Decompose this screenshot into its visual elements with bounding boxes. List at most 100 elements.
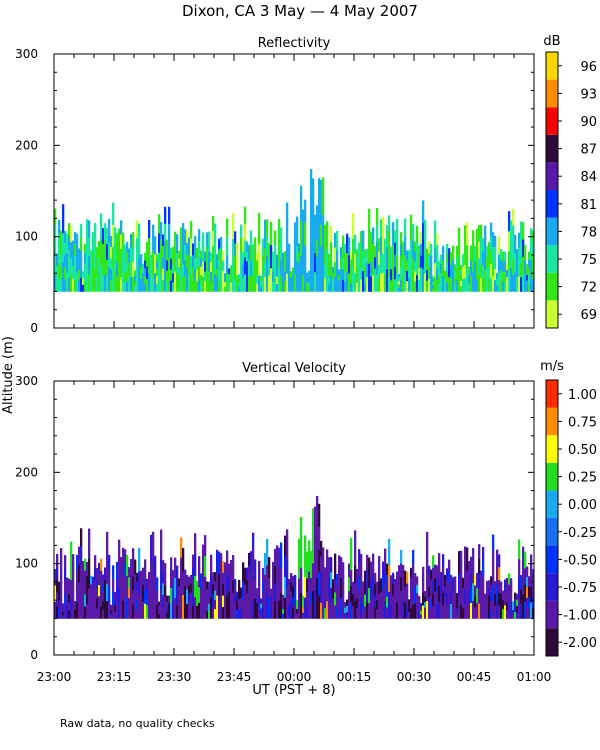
data-cell — [432, 275, 435, 280]
data-cell — [524, 275, 527, 292]
colorbar-label: 84 — [580, 170, 597, 185]
data-cell — [420, 603, 423, 608]
data-cell — [124, 253, 127, 264]
data-cell — [506, 262, 509, 271]
data-cell — [456, 245, 459, 258]
data-cell — [406, 583, 409, 596]
data-cell — [440, 254, 443, 265]
data-cell — [426, 248, 429, 260]
data-cell — [58, 277, 61, 292]
data-cell — [502, 609, 505, 619]
data-cell — [320, 540, 323, 557]
figure-title: Dixon, CA 3 May — 4 May 2007 — [182, 2, 418, 20]
data-cell — [316, 495, 319, 538]
data-cell — [120, 556, 123, 570]
data-cell — [138, 274, 141, 292]
data-cell — [124, 272, 127, 283]
data-cell — [520, 221, 523, 236]
data-cell — [520, 263, 523, 278]
data-cell — [372, 575, 375, 598]
data-cell — [498, 592, 501, 606]
data-cell — [256, 268, 259, 277]
data-cell — [282, 613, 285, 619]
data-cell — [204, 576, 207, 598]
data-cell — [260, 286, 263, 292]
data-cell — [80, 564, 83, 583]
data-cell — [470, 245, 473, 262]
data-cell — [82, 595, 85, 608]
data-cell — [530, 586, 533, 603]
data-cell — [404, 570, 407, 587]
data-cell — [298, 253, 301, 263]
data-cell — [322, 215, 325, 254]
data-cell — [176, 605, 179, 619]
data-cell — [448, 571, 451, 584]
data-cell — [172, 273, 175, 283]
data-cell — [228, 563, 231, 578]
data-cell — [256, 275, 259, 285]
data-cell — [68, 236, 71, 251]
data-cell — [528, 597, 531, 609]
data-cell — [448, 606, 451, 619]
data-cell — [270, 606, 273, 613]
data-cell — [108, 218, 111, 244]
data-cell — [96, 608, 99, 619]
data-cell — [180, 537, 183, 558]
data-cell — [476, 228, 479, 242]
data-cell — [380, 219, 383, 238]
data-cell — [420, 243, 423, 256]
data-cell — [516, 606, 519, 613]
data-cell — [200, 573, 203, 589]
data-cell — [260, 275, 263, 282]
data-cell — [350, 251, 353, 260]
data-cell — [478, 274, 481, 292]
data-cell — [350, 259, 353, 268]
x-tick-label: 23:30 — [157, 670, 192, 684]
data-cell — [136, 220, 139, 239]
data-cell — [450, 603, 453, 619]
data-cell — [62, 615, 65, 619]
data-cell — [102, 243, 105, 261]
data-cell — [410, 588, 413, 599]
data-cell — [112, 591, 115, 606]
data-cell — [94, 567, 97, 581]
data-cell — [164, 206, 167, 225]
data-cell — [218, 280, 221, 292]
data-cell — [386, 563, 389, 575]
data-cell — [366, 570, 369, 587]
data-cell — [190, 583, 193, 593]
data-cell — [304, 535, 307, 557]
data-cell — [528, 607, 531, 619]
data-cell — [294, 574, 297, 590]
data-cell — [108, 243, 111, 268]
data-cell — [352, 606, 355, 619]
data-cell — [454, 604, 457, 619]
data-cell — [324, 577, 327, 589]
data-cell — [270, 221, 273, 246]
data-cell — [426, 566, 429, 585]
data-cell — [518, 539, 521, 560]
data-cell — [228, 279, 231, 287]
data-cell — [366, 248, 369, 264]
data-cell — [356, 578, 359, 590]
data-cell — [358, 275, 361, 292]
data-cell — [460, 564, 463, 579]
data-cell — [342, 576, 345, 591]
data-cell — [126, 554, 129, 577]
data-cell — [90, 584, 93, 594]
data-cell — [170, 603, 173, 619]
data-cell — [148, 273, 151, 292]
data-cell — [342, 280, 345, 292]
data-cell — [352, 581, 355, 595]
data-cell — [514, 592, 517, 600]
data-cell — [398, 284, 401, 289]
data-cell — [336, 607, 339, 619]
data-cell — [236, 600, 239, 610]
data-cell — [306, 551, 309, 566]
data-cell — [366, 586, 369, 603]
data-cell — [410, 240, 413, 267]
data-cell — [124, 590, 127, 605]
data-cell — [64, 593, 67, 607]
data-cell — [334, 262, 337, 278]
data-cell — [168, 603, 171, 612]
